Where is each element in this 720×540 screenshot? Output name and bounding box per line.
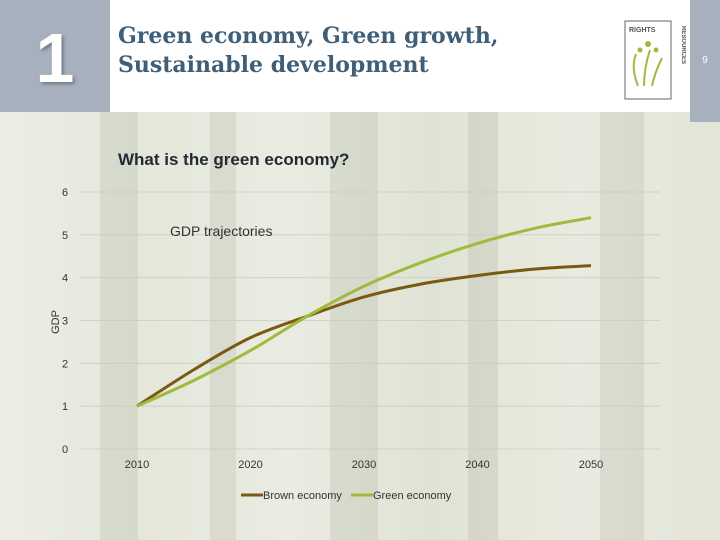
logo-text-top: RIGHTS bbox=[629, 27, 656, 34]
legend-label: Brown economy bbox=[263, 490, 342, 502]
y-tick-label: 3 bbox=[62, 316, 68, 328]
slide-title: Green economy, Green growth, Sustainable… bbox=[118, 22, 588, 80]
tree-trunk bbox=[600, 90, 644, 540]
chart-title: GDP trajectories bbox=[170, 223, 272, 239]
tree-trunk bbox=[468, 90, 498, 540]
slide-header: 1 Green economy, Green growth, Sustainab… bbox=[0, 0, 720, 112]
y-axis-label: GDP bbox=[50, 310, 62, 334]
tree-trunk bbox=[100, 90, 138, 540]
logo-text-side: RESOURCES bbox=[680, 26, 686, 64]
x-tick-label: 2040 bbox=[465, 459, 489, 471]
y-tick-label: 2 bbox=[62, 358, 68, 370]
title-line-2: Sustainable development bbox=[118, 52, 429, 78]
slide-subtitle: What is the green economy? bbox=[118, 150, 350, 169]
y-tick-label: 6 bbox=[62, 187, 68, 199]
section-number: 1 bbox=[35, 19, 75, 97]
x-tick-label: 2020 bbox=[238, 459, 262, 471]
hands-tree-icon bbox=[632, 41, 663, 87]
x-tick-label: 2030 bbox=[352, 459, 376, 471]
chart-legend: Brown economy Green economy bbox=[241, 490, 452, 502]
x-tick-label: 2050 bbox=[579, 459, 603, 471]
y-tick-label: 5 bbox=[62, 230, 68, 242]
section-badge: 1 bbox=[0, 0, 110, 112]
y-tick-label: 4 bbox=[62, 273, 68, 285]
tree-trunk bbox=[210, 90, 236, 540]
tree-trunk bbox=[330, 90, 378, 540]
series-line-brown-economy bbox=[136, 264, 592, 408]
page-number: 9 bbox=[702, 55, 708, 66]
series-line-green-economy bbox=[136, 216, 592, 408]
y-tick-label: 0 bbox=[62, 444, 68, 456]
page-number-tab: 9 bbox=[690, 0, 720, 122]
x-tick-label: 2010 bbox=[125, 459, 149, 471]
legend-label: Green economy bbox=[373, 490, 452, 502]
rights-resources-logo: RIGHTS RESOURCES bbox=[624, 20, 686, 100]
title-line-1: Green economy, Green growth, bbox=[118, 23, 499, 49]
y-tick-label: 1 bbox=[62, 401, 68, 413]
